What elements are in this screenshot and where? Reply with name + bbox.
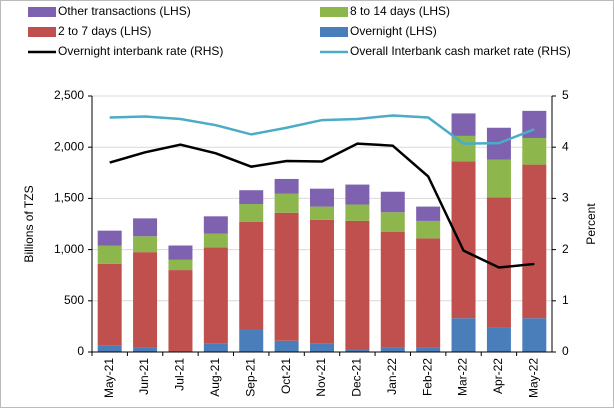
bar-segment — [274, 340, 299, 352]
bar-segment — [416, 238, 441, 348]
y2-axis-title: Percent — [584, 203, 598, 245]
bar-segment — [380, 231, 405, 348]
y2-tick-label: 4 — [562, 139, 569, 153]
y2-tick-label: 5 — [562, 88, 569, 102]
x-tick-label: May-22 — [526, 358, 540, 398]
y2-tick-label: 3 — [562, 191, 569, 205]
bar-segment — [133, 252, 158, 348]
bar-segment — [168, 350, 193, 352]
bar-segment — [203, 216, 228, 234]
legend-swatch — [320, 7, 348, 17]
bar-segment — [345, 349, 370, 352]
bar-segment — [522, 164, 547, 319]
y2-tick-label: 1 — [562, 293, 569, 307]
bar-segment — [380, 212, 405, 232]
x-tick-label: Mar-22 — [456, 358, 470, 396]
bar-segment — [345, 204, 370, 221]
bar-segment — [133, 347, 158, 352]
x-tick-label: Aug-21 — [208, 358, 222, 397]
bar-segment — [168, 270, 193, 351]
x-tick-label: Apr-22 — [491, 358, 505, 394]
bar-segment — [133, 218, 158, 237]
x-tick-label: Sep-21 — [243, 358, 257, 397]
bar-segment — [203, 343, 228, 352]
legend-swatch — [28, 7, 56, 17]
bar-segment — [274, 193, 299, 213]
legend-swatch — [320, 27, 348, 37]
legend-label: Overnight interbank rate (RHS) — [58, 44, 223, 58]
bar-segment — [97, 263, 122, 346]
bar-segment — [97, 230, 122, 246]
bar-segment — [486, 159, 511, 198]
y-axis-title: Billions of TZS — [22, 185, 36, 262]
y2-tick-label: 0 — [562, 344, 569, 358]
line-series — [109, 142, 535, 269]
x-tick-label: Oct-21 — [279, 358, 293, 394]
x-tick-label: May-21 — [102, 358, 116, 398]
bar-segment — [451, 113, 476, 136]
y-tick-label: 2,500 — [54, 88, 84, 102]
bar-segment — [310, 219, 334, 344]
legend-label: 2 to 7 days (LHS) — [58, 24, 151, 38]
bar-segment — [133, 236, 158, 253]
bar-segment — [203, 233, 228, 248]
bar-segment — [203, 247, 228, 344]
bar-segment — [486, 327, 511, 352]
x-tick-label: Feb-22 — [420, 358, 434, 396]
bar-segment — [416, 347, 441, 352]
bar-segment — [522, 110, 547, 138]
bar-segment — [380, 191, 405, 213]
bar-segment — [451, 161, 476, 319]
bar-segment — [345, 184, 370, 205]
y2-tick-label: 2 — [562, 242, 569, 256]
bar-segment — [97, 245, 122, 264]
bar-segment — [345, 220, 370, 350]
bar-segment — [168, 259, 193, 271]
bar-segment — [239, 190, 264, 205]
bar-segment — [310, 206, 334, 220]
bar-segment — [239, 204, 264, 222]
legend-label: Overall Interbank cash market rate (RHS) — [350, 44, 571, 58]
bar-segment — [274, 178, 299, 194]
x-tick-label: Dec-21 — [350, 358, 364, 397]
bar-segment — [168, 245, 193, 260]
y-tick-label: 500 — [64, 293, 84, 307]
legend-label: Other transactions (LHS) — [58, 4, 191, 18]
bar-segment — [451, 318, 476, 352]
bar-segment — [416, 206, 441, 221]
y-tick-label: 1,000 — [54, 242, 84, 256]
bar-segment — [274, 212, 299, 341]
bar-segment — [522, 318, 547, 352]
legend-swatch — [28, 27, 56, 37]
bar-segment — [239, 221, 264, 330]
bar-segment — [451, 135, 476, 162]
x-tick-label: Nov-21 — [314, 358, 328, 397]
x-tick-label: Jun-21 — [137, 358, 151, 395]
bar-segment — [380, 347, 405, 352]
bar-segment — [239, 329, 264, 352]
x-tick-label: Jan-22 — [385, 358, 399, 395]
line-series — [109, 114, 535, 145]
legend-label: 8 to 14 days (LHS) — [350, 4, 450, 18]
bar-segment — [310, 343, 334, 352]
bar-segment — [97, 345, 122, 352]
bar-segment — [522, 137, 547, 165]
x-tick-label: Jul-21 — [173, 358, 187, 391]
y-tick-label: 1,500 — [54, 191, 84, 205]
bar-segment — [310, 188, 334, 207]
bar-segment — [416, 220, 441, 239]
y-tick-label: 0 — [77, 344, 84, 358]
y-tick-label: 2,000 — [54, 139, 84, 153]
legend-label: Overnight (LHS) — [350, 24, 437, 38]
